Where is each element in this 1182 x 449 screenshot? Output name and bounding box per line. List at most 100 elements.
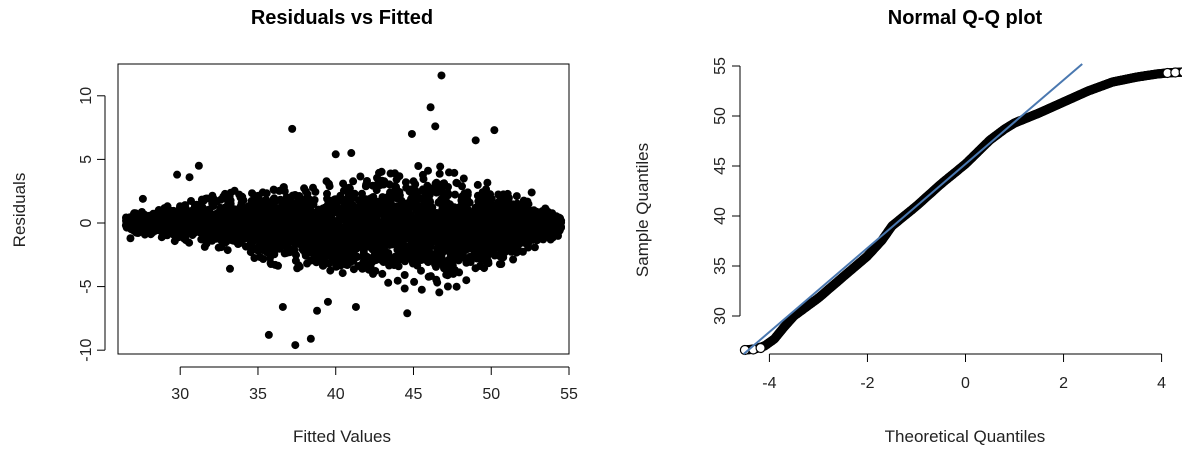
residual-point <box>461 226 469 234</box>
residual-point <box>416 230 424 238</box>
residual-point <box>445 168 453 176</box>
residual-point <box>420 175 428 183</box>
residual-point <box>263 222 271 230</box>
residual-point <box>440 220 448 228</box>
residual-point <box>309 184 317 192</box>
residual-point <box>430 224 438 232</box>
residual-point <box>325 180 333 188</box>
residual-point <box>141 231 149 239</box>
residual-point <box>500 213 508 221</box>
residual-point <box>392 192 400 200</box>
residual-point <box>250 210 258 218</box>
residual-point <box>301 238 309 246</box>
residual-point <box>425 273 433 281</box>
residual-point <box>513 200 521 208</box>
residual-point <box>302 252 310 260</box>
residual-point <box>408 238 416 246</box>
residual-point <box>442 203 450 211</box>
residual-point <box>394 277 402 285</box>
outlier-point <box>437 71 445 79</box>
residual-point <box>454 204 462 212</box>
residual-point <box>443 247 451 255</box>
residual-point <box>494 251 502 259</box>
residual-point <box>392 222 400 230</box>
residual-point <box>417 267 425 275</box>
residual-point <box>310 200 318 208</box>
residual-point <box>476 262 484 270</box>
residual-point <box>534 208 542 216</box>
residual-point <box>375 240 383 248</box>
residual-point <box>545 208 553 216</box>
residual-point <box>411 180 419 188</box>
residual-point <box>425 214 433 222</box>
outlier-point <box>546 232 554 240</box>
x-tick-label: 50 <box>482 386 500 403</box>
residual-point <box>184 209 192 217</box>
residual-point <box>458 213 466 221</box>
residual-point <box>175 224 183 232</box>
residual-point <box>467 255 475 263</box>
y-tick-label: 30 <box>712 307 729 325</box>
outlier-point <box>313 307 321 315</box>
outlier-point <box>307 335 315 343</box>
residual-point <box>460 175 468 183</box>
residual-point <box>540 224 548 232</box>
residual-point <box>259 235 267 243</box>
residual-point <box>313 215 321 223</box>
residual-point <box>238 197 246 205</box>
residual-point <box>444 283 452 291</box>
residual-point <box>459 251 467 259</box>
residual-point <box>431 260 439 268</box>
residual-point <box>451 191 459 199</box>
residual-point <box>447 214 455 222</box>
residual-point <box>349 207 357 215</box>
outlier-point <box>408 130 416 138</box>
normal-qq-chart: Normal Q-Q plot Theoretical Quantiles Sa… <box>591 0 1182 449</box>
chart-title: Residuals vs Fitted <box>251 7 433 29</box>
residual-point <box>225 191 233 199</box>
residual-point <box>498 229 506 237</box>
residual-point <box>431 250 439 258</box>
outlier-point <box>173 171 181 179</box>
residual-point <box>194 217 202 225</box>
residual-point <box>320 228 328 236</box>
x-tick-label: 35 <box>249 386 267 403</box>
residual-point <box>424 167 432 175</box>
y-tick-label: 40 <box>712 207 729 225</box>
residual-point <box>444 189 452 197</box>
residual-point <box>518 232 526 240</box>
residual-point <box>375 169 383 177</box>
residual-point <box>346 249 354 257</box>
outlier-point <box>427 103 435 111</box>
residual-point <box>133 225 141 233</box>
outlier-point <box>528 188 536 196</box>
residual-point <box>236 213 244 221</box>
y-tick-label: -10 <box>78 339 95 362</box>
residual-point <box>363 208 371 216</box>
residual-point <box>350 240 358 248</box>
outlier-point <box>472 136 480 144</box>
residuals-panel: Residuals vs Fitted Fitted Values Residu… <box>0 0 591 449</box>
residual-point <box>465 219 473 227</box>
y-axis-label: Sample Quantiles <box>633 143 652 277</box>
outlier-point <box>352 303 360 311</box>
residual-point <box>504 190 512 198</box>
outlier-point <box>195 162 203 170</box>
outlier-point <box>126 234 134 242</box>
residual-point <box>171 237 179 245</box>
residual-point <box>332 217 340 225</box>
residual-point <box>391 253 399 261</box>
x-tick-label: 0 <box>961 375 970 392</box>
residual-point <box>250 254 258 262</box>
residual-point <box>346 227 354 235</box>
residual-point <box>404 222 412 230</box>
qq-tail-point <box>756 344 765 353</box>
residual-point <box>323 190 331 198</box>
residual-point <box>492 244 500 252</box>
residual-point <box>326 200 334 208</box>
residual-point <box>485 259 493 267</box>
residual-point <box>444 228 452 236</box>
residual-point <box>483 179 491 187</box>
residual-point <box>270 242 278 250</box>
residual-point <box>436 163 444 171</box>
